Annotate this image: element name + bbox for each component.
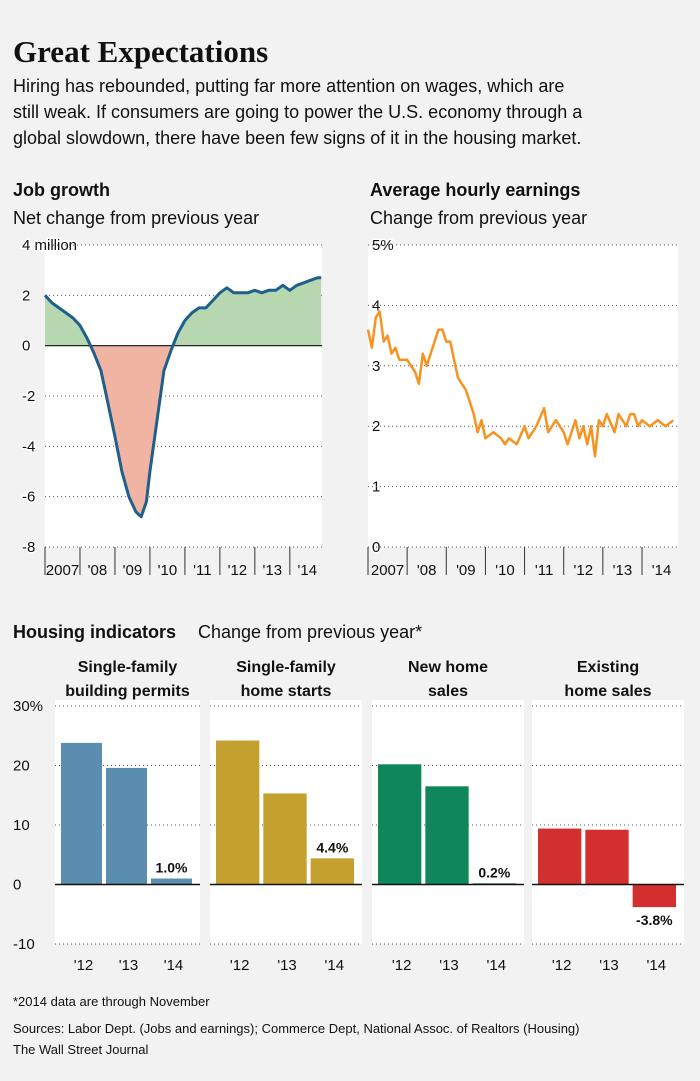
y-tick-label: 0	[22, 338, 30, 355]
x-tick-label: '08	[88, 562, 108, 579]
section-subtitle: Change from previous year*	[198, 622, 422, 642]
x-tick-label: '12	[573, 562, 593, 579]
footnote: *2014 data are through November	[13, 994, 210, 1009]
bar	[538, 828, 582, 885]
x-tick-label: '11	[193, 562, 211, 579]
bar	[310, 858, 354, 885]
x-tick-label: '08	[417, 562, 437, 579]
x-tick-label: '14	[652, 562, 672, 579]
chart-title: home sales	[564, 683, 651, 700]
value-label: -3.8%	[636, 912, 673, 928]
y-tick-label: -10	[13, 936, 35, 953]
chart-title: Single-family	[78, 659, 178, 676]
y-tick-label: 30%	[13, 698, 43, 715]
x-tick-label: '12	[74, 957, 94, 974]
value-label: 1.0%	[156, 860, 188, 876]
y-tick-label: -6	[22, 489, 35, 506]
chart-title: sales	[428, 683, 468, 700]
bar	[151, 878, 192, 885]
subtitle: still weak. If consumers are going to po…	[13, 102, 583, 122]
y-tick-label: -2	[22, 388, 35, 405]
chart-subtitle: Change from previous year	[370, 208, 587, 228]
chart-title: Single-family	[236, 659, 336, 676]
bar	[106, 767, 147, 885]
chart-title: building permits	[65, 683, 190, 700]
bar	[425, 786, 469, 885]
subtitle: global slowdown, there have been few sig…	[13, 128, 581, 148]
y-tick-label: 5%	[372, 237, 394, 254]
y-tick-label: 20	[13, 758, 30, 775]
bar	[585, 829, 629, 885]
plot-area	[368, 245, 678, 547]
x-tick-label: '09	[456, 562, 476, 579]
x-tick-label: '11	[535, 562, 553, 579]
chart-title: New home	[408, 659, 488, 676]
section-title: Housing indicators	[13, 622, 176, 642]
area-positive	[45, 277, 322, 346]
subtitle: Hiring has rebounded, putting far more a…	[13, 76, 564, 96]
x-tick-label: '10	[158, 562, 178, 579]
chart-title: Job growth	[13, 180, 110, 200]
x-tick-label: '13	[119, 957, 139, 974]
y-tick-label: 2	[22, 287, 30, 304]
chart-title: Average hourly earnings	[370, 180, 580, 200]
x-tick-label: '10	[495, 562, 515, 579]
x-tick-label: '13	[263, 562, 283, 579]
bar	[61, 742, 102, 885]
value-label: 4.4%	[316, 839, 348, 855]
bar	[378, 764, 422, 885]
credit: The Wall Street Journal	[13, 1042, 148, 1057]
x-tick-label: 2007	[371, 562, 404, 579]
x-tick-label: '14	[298, 562, 318, 579]
x-tick-label: '13	[613, 562, 633, 579]
x-tick-label: '14	[647, 957, 667, 974]
x-tick-label: '13	[599, 957, 619, 974]
x-tick-label: '12	[230, 957, 250, 974]
title: Great Expectations	[13, 34, 268, 69]
y-tick-label: 10	[13, 817, 30, 834]
y-tick-label: -8	[22, 539, 35, 556]
bar	[263, 793, 307, 885]
chart-title: Existing	[577, 659, 639, 676]
x-tick-label: '14	[487, 957, 507, 974]
area-negative	[45, 345, 322, 517]
x-tick-label: '13	[439, 957, 459, 974]
bar	[632, 884, 676, 908]
line	[43, 276, 322, 519]
chart-title: home starts	[241, 683, 332, 700]
line	[366, 310, 675, 458]
x-tick-label: '14	[164, 957, 184, 974]
plot-area	[532, 700, 684, 944]
x-tick-label: '14	[325, 957, 345, 974]
sources: Sources: Labor Dept. (Jobs and earnings)…	[13, 1021, 579, 1036]
x-tick-label: 2007	[46, 562, 79, 579]
x-tick-label: '12	[392, 957, 412, 974]
y-tick-label: -4	[22, 438, 35, 455]
y-tick-label: 0	[13, 877, 21, 894]
chart-subtitle: Net change from previous year	[13, 208, 259, 228]
x-tick-label: '12	[552, 957, 572, 974]
value-label: 0.2%	[478, 864, 510, 880]
x-tick-label: '09	[123, 562, 143, 579]
bar	[216, 740, 260, 885]
x-tick-label: '12	[228, 562, 248, 579]
x-tick-label: '13	[277, 957, 297, 974]
